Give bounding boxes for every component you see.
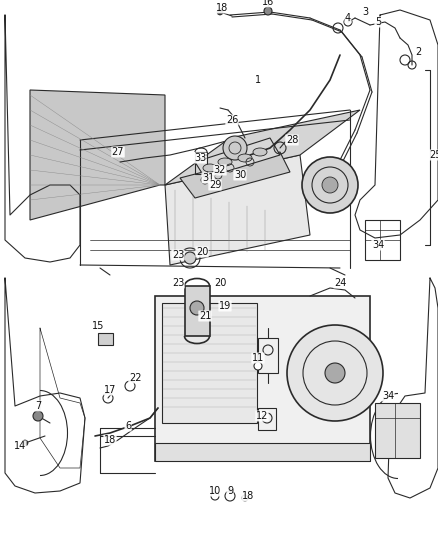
Text: 12: 12 (256, 411, 268, 421)
Text: 23: 23 (172, 278, 184, 288)
Text: 5: 5 (375, 17, 381, 27)
Polygon shape (165, 155, 310, 265)
Text: 16: 16 (262, 0, 274, 7)
Ellipse shape (203, 164, 217, 172)
Circle shape (325, 363, 345, 383)
Text: 11: 11 (252, 353, 264, 363)
Circle shape (322, 177, 338, 193)
Text: 33: 33 (194, 153, 206, 163)
Text: 10: 10 (209, 486, 221, 496)
Circle shape (22, 440, 28, 446)
Text: 22: 22 (129, 373, 141, 383)
Bar (155, 443, 370, 461)
Ellipse shape (253, 148, 267, 156)
Text: 27: 27 (112, 147, 124, 157)
Bar (258, 408, 276, 430)
Text: 25: 25 (429, 150, 438, 160)
Text: 29: 29 (209, 180, 221, 190)
Text: 18: 18 (216, 3, 228, 13)
Text: 21: 21 (199, 311, 211, 321)
Text: 30: 30 (234, 170, 246, 180)
Circle shape (190, 301, 204, 315)
Text: 7: 7 (35, 401, 41, 411)
Text: 17: 17 (104, 385, 116, 395)
Text: 26: 26 (226, 115, 238, 125)
Circle shape (184, 252, 196, 264)
Text: 24: 24 (334, 278, 346, 288)
Bar (162, 303, 257, 423)
Text: 18: 18 (242, 491, 254, 501)
Text: 1: 1 (255, 75, 261, 85)
Text: 34: 34 (372, 240, 384, 250)
Ellipse shape (218, 158, 232, 166)
Text: 19: 19 (219, 301, 231, 311)
Text: 31: 31 (202, 173, 214, 183)
Bar (98, 333, 113, 345)
Bar (375, 403, 420, 458)
Polygon shape (165, 110, 360, 185)
Circle shape (264, 7, 272, 15)
Text: 20: 20 (196, 247, 208, 257)
Circle shape (33, 411, 43, 421)
Bar (155, 296, 370, 461)
Text: 6: 6 (125, 421, 131, 431)
Polygon shape (30, 90, 165, 220)
Text: 18: 18 (104, 435, 116, 445)
Circle shape (223, 136, 247, 160)
Polygon shape (180, 152, 290, 198)
Text: 32: 32 (214, 165, 226, 175)
Bar (185, 286, 210, 336)
Text: 9: 9 (227, 486, 233, 496)
Text: 14: 14 (14, 441, 26, 451)
Circle shape (302, 157, 358, 213)
Bar (258, 338, 278, 373)
Circle shape (287, 325, 383, 421)
Circle shape (254, 362, 262, 370)
Text: 28: 28 (286, 135, 298, 145)
Text: 2: 2 (415, 47, 421, 57)
Text: 20: 20 (214, 278, 226, 288)
Polygon shape (195, 138, 280, 178)
Text: 23: 23 (172, 250, 184, 260)
Text: 4: 4 (345, 13, 351, 23)
Circle shape (217, 9, 223, 15)
Text: 34: 34 (382, 391, 394, 401)
Text: 15: 15 (92, 321, 104, 331)
Bar (365, 220, 400, 260)
Ellipse shape (238, 154, 252, 162)
Bar (195, 152, 207, 174)
Text: 3: 3 (362, 7, 368, 17)
